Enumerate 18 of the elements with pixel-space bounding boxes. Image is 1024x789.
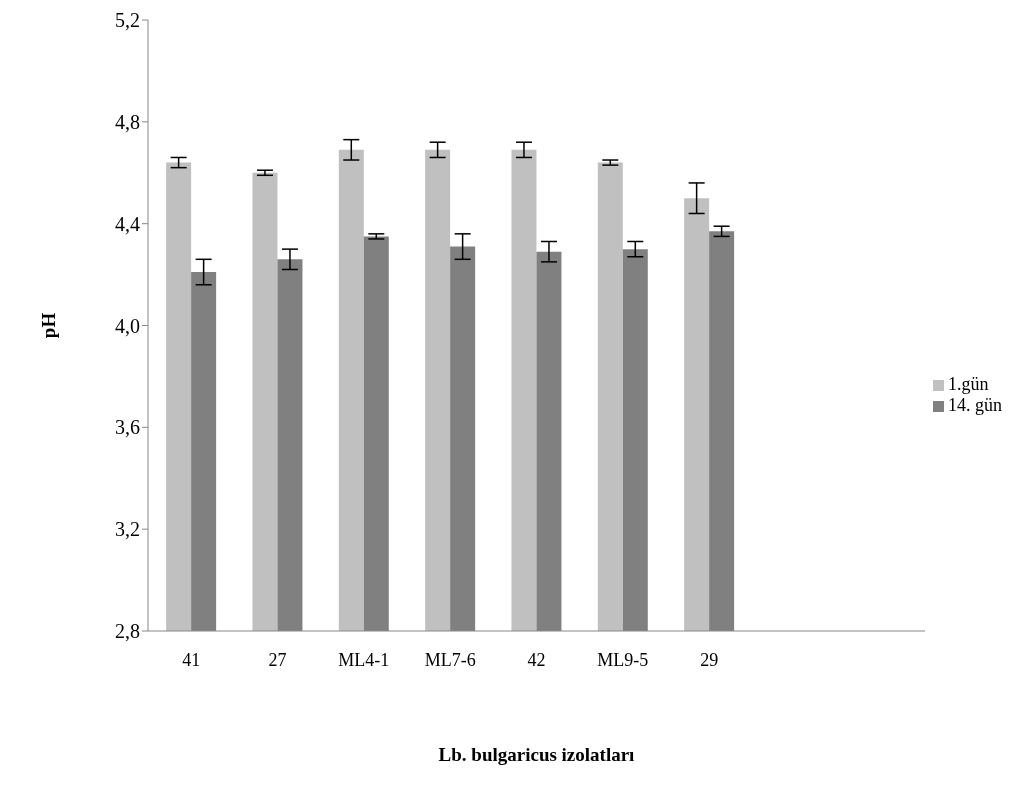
legend-label: 1.gün [948, 373, 989, 394]
y-tick-label: 4,4 [115, 212, 140, 235]
y-axis-title: pH [37, 312, 59, 339]
y-tick-label: 3,6 [115, 416, 140, 439]
x-tick-label: 29 [700, 649, 719, 670]
y-tick-label: 2,8 [115, 620, 140, 643]
y-tick-label: 5,2 [115, 9, 140, 32]
x-tick-label: ML7-6 [424, 649, 476, 670]
x-tick-label: 41 [182, 649, 201, 670]
x-tick-label: ML4-1 [338, 649, 390, 670]
x-tick-label: 42 [527, 649, 546, 670]
y-tick-label: 3,2 [115, 518, 140, 541]
y-tick-label: 4,0 [115, 314, 140, 337]
x-tick-label: ML9-5 [597, 649, 649, 670]
legend-label: 14. gün [948, 394, 1002, 415]
x-axis-title: Lb. bulgaricus izolatları [438, 744, 635, 765]
y-tick-label: 4,8 [115, 110, 140, 133]
x-tick-label: 27 [268, 649, 287, 670]
